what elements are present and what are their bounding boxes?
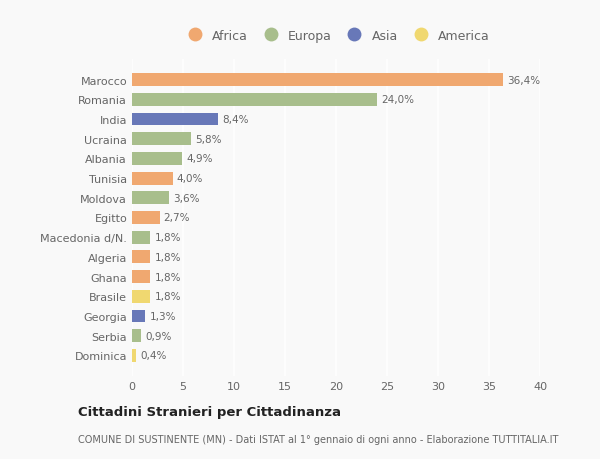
Bar bbox=[132, 251, 151, 264]
Legend: Africa, Europa, Asia, America: Africa, Europa, Asia, America bbox=[177, 25, 495, 48]
Text: 5,8%: 5,8% bbox=[195, 134, 222, 145]
Text: Cittadini Stranieri per Cittadinanza: Cittadini Stranieri per Cittadinanza bbox=[78, 405, 341, 419]
Text: 1,3%: 1,3% bbox=[149, 311, 176, 321]
Bar bbox=[132, 113, 218, 126]
Text: 1,8%: 1,8% bbox=[154, 252, 181, 263]
Bar bbox=[132, 153, 182, 165]
Text: 2,7%: 2,7% bbox=[164, 213, 190, 223]
Bar bbox=[132, 290, 151, 303]
Bar bbox=[132, 192, 169, 205]
Text: 1,8%: 1,8% bbox=[154, 272, 181, 282]
Text: 8,4%: 8,4% bbox=[222, 115, 248, 125]
Text: COMUNE DI SUSTINENTE (MN) - Dati ISTAT al 1° gennaio di ogni anno - Elaborazione: COMUNE DI SUSTINENTE (MN) - Dati ISTAT a… bbox=[78, 434, 559, 443]
Bar bbox=[132, 133, 191, 146]
Bar bbox=[132, 310, 145, 323]
Text: 24,0%: 24,0% bbox=[381, 95, 414, 105]
Bar bbox=[132, 94, 377, 106]
Text: 4,0%: 4,0% bbox=[177, 174, 203, 184]
Bar bbox=[132, 271, 151, 283]
Text: 1,8%: 1,8% bbox=[154, 291, 181, 302]
Text: 4,9%: 4,9% bbox=[186, 154, 212, 164]
Text: 3,6%: 3,6% bbox=[173, 193, 199, 203]
Bar bbox=[132, 349, 136, 362]
Text: 0,9%: 0,9% bbox=[145, 331, 172, 341]
Bar bbox=[132, 172, 173, 185]
Text: 1,8%: 1,8% bbox=[154, 233, 181, 243]
Bar bbox=[132, 231, 151, 244]
Bar bbox=[132, 212, 160, 224]
Text: 0,4%: 0,4% bbox=[140, 351, 167, 361]
Bar bbox=[132, 74, 503, 87]
Text: 36,4%: 36,4% bbox=[508, 75, 541, 85]
Bar bbox=[132, 330, 141, 342]
